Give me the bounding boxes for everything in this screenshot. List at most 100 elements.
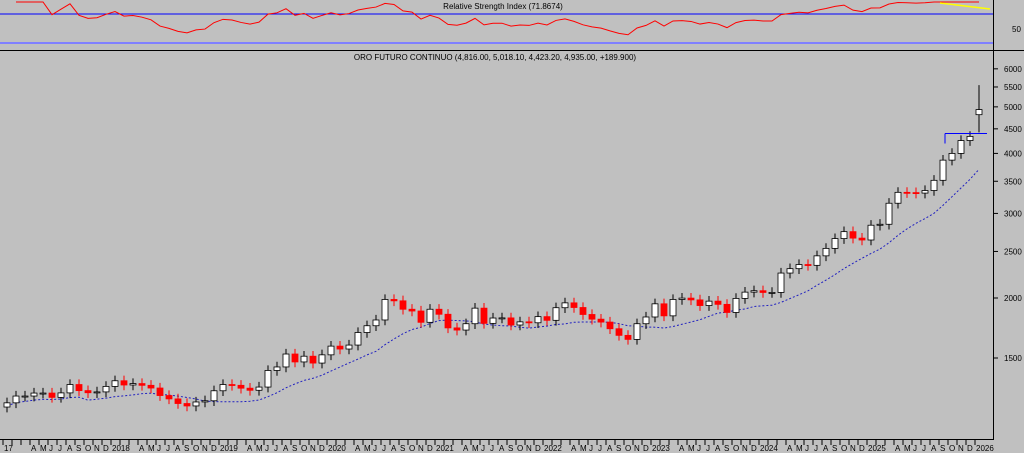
candle bbox=[309, 351, 317, 369]
x-tick-label: D bbox=[427, 444, 433, 453]
x-tick-label: J bbox=[913, 444, 917, 453]
x-tick-label: N bbox=[634, 444, 640, 453]
candle-body bbox=[84, 390, 92, 394]
candle-body bbox=[597, 318, 605, 323]
candle-body bbox=[129, 383, 137, 386]
candle bbox=[552, 302, 560, 326]
candle-body bbox=[660, 303, 668, 317]
candle bbox=[84, 385, 92, 399]
candle-body bbox=[804, 264, 812, 266]
candle bbox=[426, 304, 434, 328]
candle bbox=[687, 292, 695, 306]
candle-body bbox=[741, 291, 749, 299]
candle bbox=[930, 175, 938, 196]
candle bbox=[804, 259, 812, 271]
candle bbox=[363, 320, 371, 338]
x-tick-label: J bbox=[922, 444, 926, 453]
y-tick-label: 3000 bbox=[1004, 209, 1022, 218]
candle-body bbox=[318, 354, 326, 364]
candle bbox=[390, 294, 398, 307]
x-tick-label: S bbox=[940, 444, 945, 453]
candle bbox=[588, 309, 596, 325]
candle-body bbox=[417, 310, 425, 323]
candle bbox=[849, 226, 857, 244]
candle-body bbox=[948, 153, 956, 161]
candle-body bbox=[705, 300, 713, 306]
candle-body bbox=[714, 300, 722, 305]
candle-body bbox=[390, 299, 398, 302]
candle bbox=[462, 318, 470, 336]
candle-body bbox=[309, 355, 317, 364]
candle-body bbox=[939, 159, 947, 181]
x-tick-label: S bbox=[400, 444, 405, 453]
candle bbox=[21, 390, 29, 402]
candle-body bbox=[57, 392, 65, 398]
candle bbox=[813, 250, 821, 271]
y-tick-label: 5500 bbox=[1004, 83, 1022, 92]
candle bbox=[39, 387, 47, 399]
x-tick-label: M bbox=[364, 444, 371, 453]
x-tick-label: M bbox=[796, 444, 803, 453]
x-tick-label: J bbox=[58, 444, 62, 453]
candle-body bbox=[867, 224, 875, 241]
y-axis: 1500 2000 2500 3000 3500 4000 4500 5000 5500 6000 bbox=[993, 65, 1022, 363]
x-tick-label: D bbox=[319, 444, 325, 453]
candle-body bbox=[624, 334, 632, 340]
candle-body bbox=[687, 297, 695, 301]
candle-body bbox=[831, 238, 839, 249]
candle bbox=[894, 187, 902, 209]
x-tick-label: S bbox=[76, 444, 81, 453]
candle-body bbox=[777, 272, 785, 293]
candle-body bbox=[102, 386, 110, 393]
candle bbox=[678, 292, 686, 305]
x-tick-label: J bbox=[814, 444, 818, 453]
y-tick-label: 4500 bbox=[1004, 125, 1022, 134]
x-tick-label: 17 bbox=[4, 444, 13, 453]
candle bbox=[219, 379, 227, 397]
candle bbox=[174, 393, 182, 409]
candle bbox=[273, 361, 281, 376]
candle-body bbox=[291, 353, 299, 363]
candle bbox=[579, 302, 587, 320]
candle bbox=[201, 395, 209, 408]
candle bbox=[489, 312, 497, 329]
candle bbox=[561, 297, 569, 313]
candle bbox=[912, 187, 920, 199]
y-tick-label: 2000 bbox=[1004, 294, 1022, 303]
candle-body bbox=[912, 192, 920, 194]
candle-body bbox=[282, 353, 290, 368]
candle-body bbox=[516, 321, 524, 326]
candle-body bbox=[678, 297, 686, 300]
candle-body bbox=[30, 392, 38, 397]
candle-body bbox=[228, 384, 236, 386]
candle bbox=[120, 375, 128, 391]
candle bbox=[372, 314, 380, 332]
rsi-title: Relative Strength Index (71.8674) bbox=[443, 2, 563, 11]
x-tick-label: A bbox=[607, 444, 613, 453]
candle-body bbox=[453, 327, 461, 331]
x-tick-label: 2021 bbox=[436, 444, 454, 453]
x-tick-label: A bbox=[31, 444, 37, 453]
candle-body bbox=[768, 292, 776, 294]
candle bbox=[471, 303, 479, 330]
candle-body bbox=[336, 345, 344, 350]
candle-body bbox=[732, 298, 740, 313]
x-tick-label: 2022 bbox=[544, 444, 562, 453]
x-tick-label: O bbox=[193, 444, 199, 453]
candle-body bbox=[723, 303, 731, 313]
candle-body bbox=[426, 308, 434, 323]
x-tick-label: 2025 bbox=[868, 444, 886, 453]
candle-body bbox=[66, 384, 74, 394]
candle-body bbox=[606, 321, 614, 330]
candle bbox=[111, 375, 119, 392]
x-tick-label: A bbox=[931, 444, 937, 453]
candle-body bbox=[795, 264, 803, 270]
moving-average-line bbox=[6, 168, 980, 407]
candle bbox=[327, 340, 335, 361]
candle-body bbox=[822, 247, 830, 257]
candle bbox=[102, 381, 110, 398]
rsi-tick-50: 50 bbox=[1012, 25, 1021, 34]
x-tick-label: A bbox=[391, 444, 397, 453]
x-tick-label: N bbox=[94, 444, 100, 453]
